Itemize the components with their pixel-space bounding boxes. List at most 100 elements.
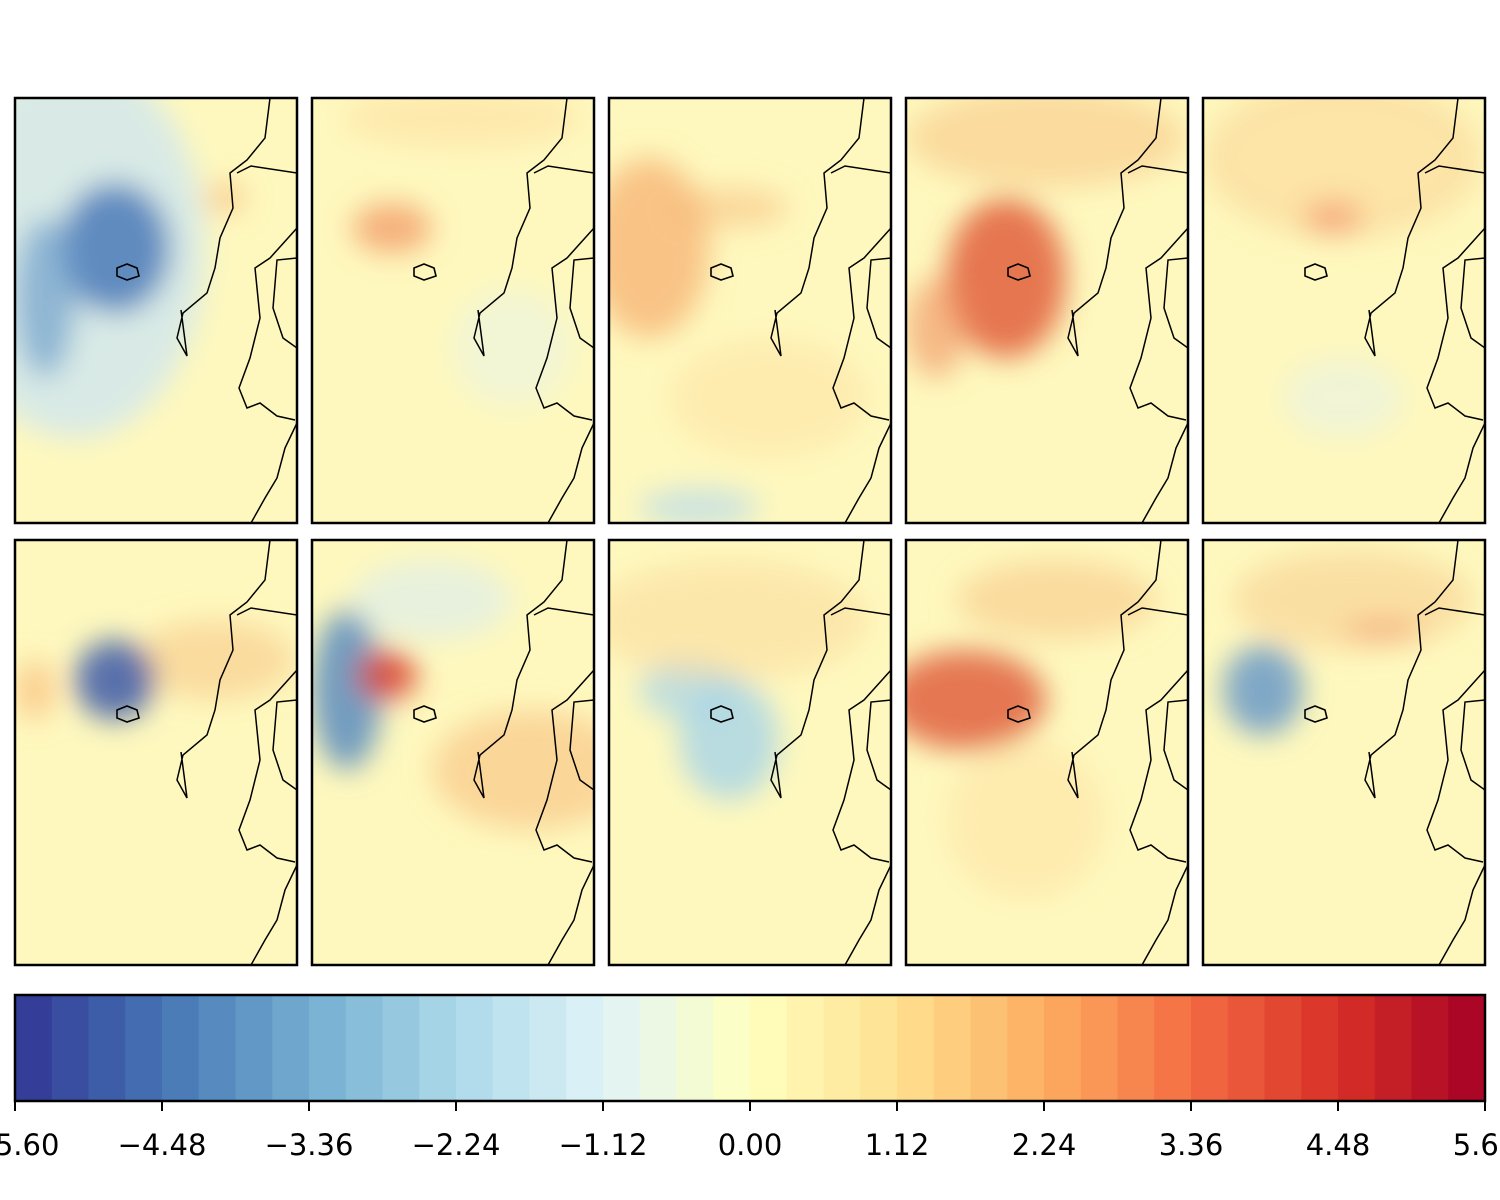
map-panel bbox=[904, 96, 1190, 525]
colorbar-segment bbox=[1007, 995, 1045, 1101]
anomaly-blob bbox=[906, 98, 1186, 188]
colorbar-segment bbox=[860, 995, 898, 1101]
anomaly-blob bbox=[609, 560, 869, 680]
map-field bbox=[1203, 540, 1485, 965]
map-panel bbox=[310, 538, 596, 967]
map-field bbox=[312, 540, 594, 965]
colorbar-segment bbox=[456, 995, 494, 1101]
anomaly-field bbox=[609, 560, 869, 800]
anomaly-blob bbox=[946, 198, 1066, 358]
colorbar-segment bbox=[1154, 995, 1192, 1101]
anomaly-blob bbox=[342, 98, 582, 148]
map-field bbox=[1203, 98, 1485, 523]
map-background bbox=[15, 540, 297, 965]
map-field bbox=[15, 540, 297, 965]
colorbar-segment bbox=[1191, 995, 1229, 1101]
colorbar-segment bbox=[639, 995, 678, 1101]
colorbar-segment bbox=[786, 995, 825, 1101]
colorbar-tick-label: −1.12 bbox=[559, 1128, 648, 1162]
panel-frame bbox=[607, 96, 893, 525]
map-panels bbox=[13, 96, 1487, 967]
colorbar-segment bbox=[713, 995, 751, 1101]
anomaly-blob bbox=[205, 183, 245, 213]
anomaly-blob bbox=[432, 710, 594, 830]
colorbar-segment bbox=[1117, 995, 1155, 1101]
map-panel bbox=[1201, 96, 1487, 525]
panel-frame bbox=[310, 538, 596, 967]
colorbar-segment bbox=[1411, 995, 1449, 1101]
colorbar-segment bbox=[823, 995, 861, 1101]
anomaly-blob bbox=[1343, 622, 1423, 638]
anomaly-blob bbox=[609, 158, 709, 338]
colorbar-segment bbox=[1448, 995, 1486, 1101]
anomaly-field bbox=[1203, 98, 1483, 438]
map-panel bbox=[607, 538, 893, 967]
colorbar-segment bbox=[88, 995, 126, 1101]
colorbar-segment bbox=[309, 995, 347, 1101]
anomaly-blob bbox=[906, 650, 1046, 750]
colorbar-segment bbox=[1374, 995, 1413, 1101]
anomaly-field bbox=[15, 98, 245, 438]
anomaly-blob bbox=[639, 488, 759, 523]
anomaly-blob bbox=[312, 610, 382, 770]
colorbar-segment bbox=[1338, 995, 1376, 1101]
map-panel bbox=[904, 538, 1190, 967]
anomaly-blob bbox=[15, 218, 75, 378]
colorbar-segment bbox=[529, 995, 567, 1101]
anomaly-field bbox=[906, 560, 1156, 900]
anomaly-field bbox=[342, 98, 582, 408]
colorbar-tick-label: 1.12 bbox=[865, 1128, 930, 1162]
map-panel bbox=[1201, 538, 1487, 967]
colorbar-segment bbox=[897, 995, 935, 1101]
panel-frame bbox=[607, 538, 893, 967]
anomaly-blob bbox=[669, 338, 869, 458]
panel-frame bbox=[310, 96, 596, 525]
colorbar-tick-label: 4.48 bbox=[1306, 1128, 1371, 1162]
anomaly-field bbox=[312, 560, 594, 830]
colorbar-segment bbox=[970, 995, 1008, 1101]
colorbar-segment bbox=[750, 995, 788, 1101]
colorbar-segment bbox=[1080, 995, 1119, 1101]
colorbar-segment bbox=[933, 995, 972, 1101]
anomaly-blob bbox=[15, 660, 55, 720]
anomaly-blob bbox=[352, 203, 432, 253]
colorbar-segment bbox=[566, 995, 604, 1101]
anomaly-blob bbox=[906, 278, 966, 378]
colorbar-segment bbox=[492, 995, 531, 1101]
map-panel bbox=[607, 96, 893, 525]
colorbar-segment bbox=[125, 995, 163, 1101]
map-field bbox=[906, 540, 1188, 965]
anomaly-field bbox=[15, 620, 295, 720]
colorbar-tick-label: −2.24 bbox=[412, 1128, 501, 1162]
colorbar-segment bbox=[51, 995, 90, 1101]
anomaly-blob bbox=[135, 620, 295, 700]
anomaly-field bbox=[906, 98, 1186, 378]
anomaly-blob bbox=[452, 288, 572, 408]
anomaly-blob bbox=[679, 680, 779, 800]
colorbar-segment bbox=[345, 995, 384, 1101]
map-field bbox=[15, 98, 297, 523]
anomaly-blob bbox=[669, 188, 789, 228]
colorbar: −5.60 −4.48 −3.36 −2.24 −1.12 0.00 1.12 2.24 3.3… bbox=[0, 993, 1500, 1162]
anomaly-blob bbox=[60, 183, 170, 313]
anomaly-blob bbox=[357, 650, 417, 700]
colorbar-tick-label: 0.00 bbox=[718, 1128, 783, 1162]
map-field bbox=[609, 540, 891, 965]
panel-frame bbox=[1201, 538, 1487, 967]
colorbar-segment bbox=[676, 995, 714, 1101]
map-field bbox=[312, 98, 594, 523]
colorbar-segment bbox=[1301, 995, 1339, 1101]
panel-frame bbox=[13, 96, 299, 525]
colorbar-tick-label: 2.24 bbox=[1012, 1128, 1077, 1162]
colorbar-segment bbox=[162, 995, 200, 1101]
colorbar-segment bbox=[419, 995, 457, 1101]
colorbar-segment bbox=[382, 995, 420, 1101]
map-panel bbox=[13, 538, 299, 967]
map-panel bbox=[310, 96, 596, 525]
panel-frame bbox=[13, 538, 299, 967]
colorbar-tick-label: 3.36 bbox=[1159, 1128, 1224, 1162]
anomaly-field bbox=[609, 158, 869, 523]
colorbar-segment bbox=[1227, 995, 1266, 1101]
colorbar-segment bbox=[235, 995, 273, 1101]
